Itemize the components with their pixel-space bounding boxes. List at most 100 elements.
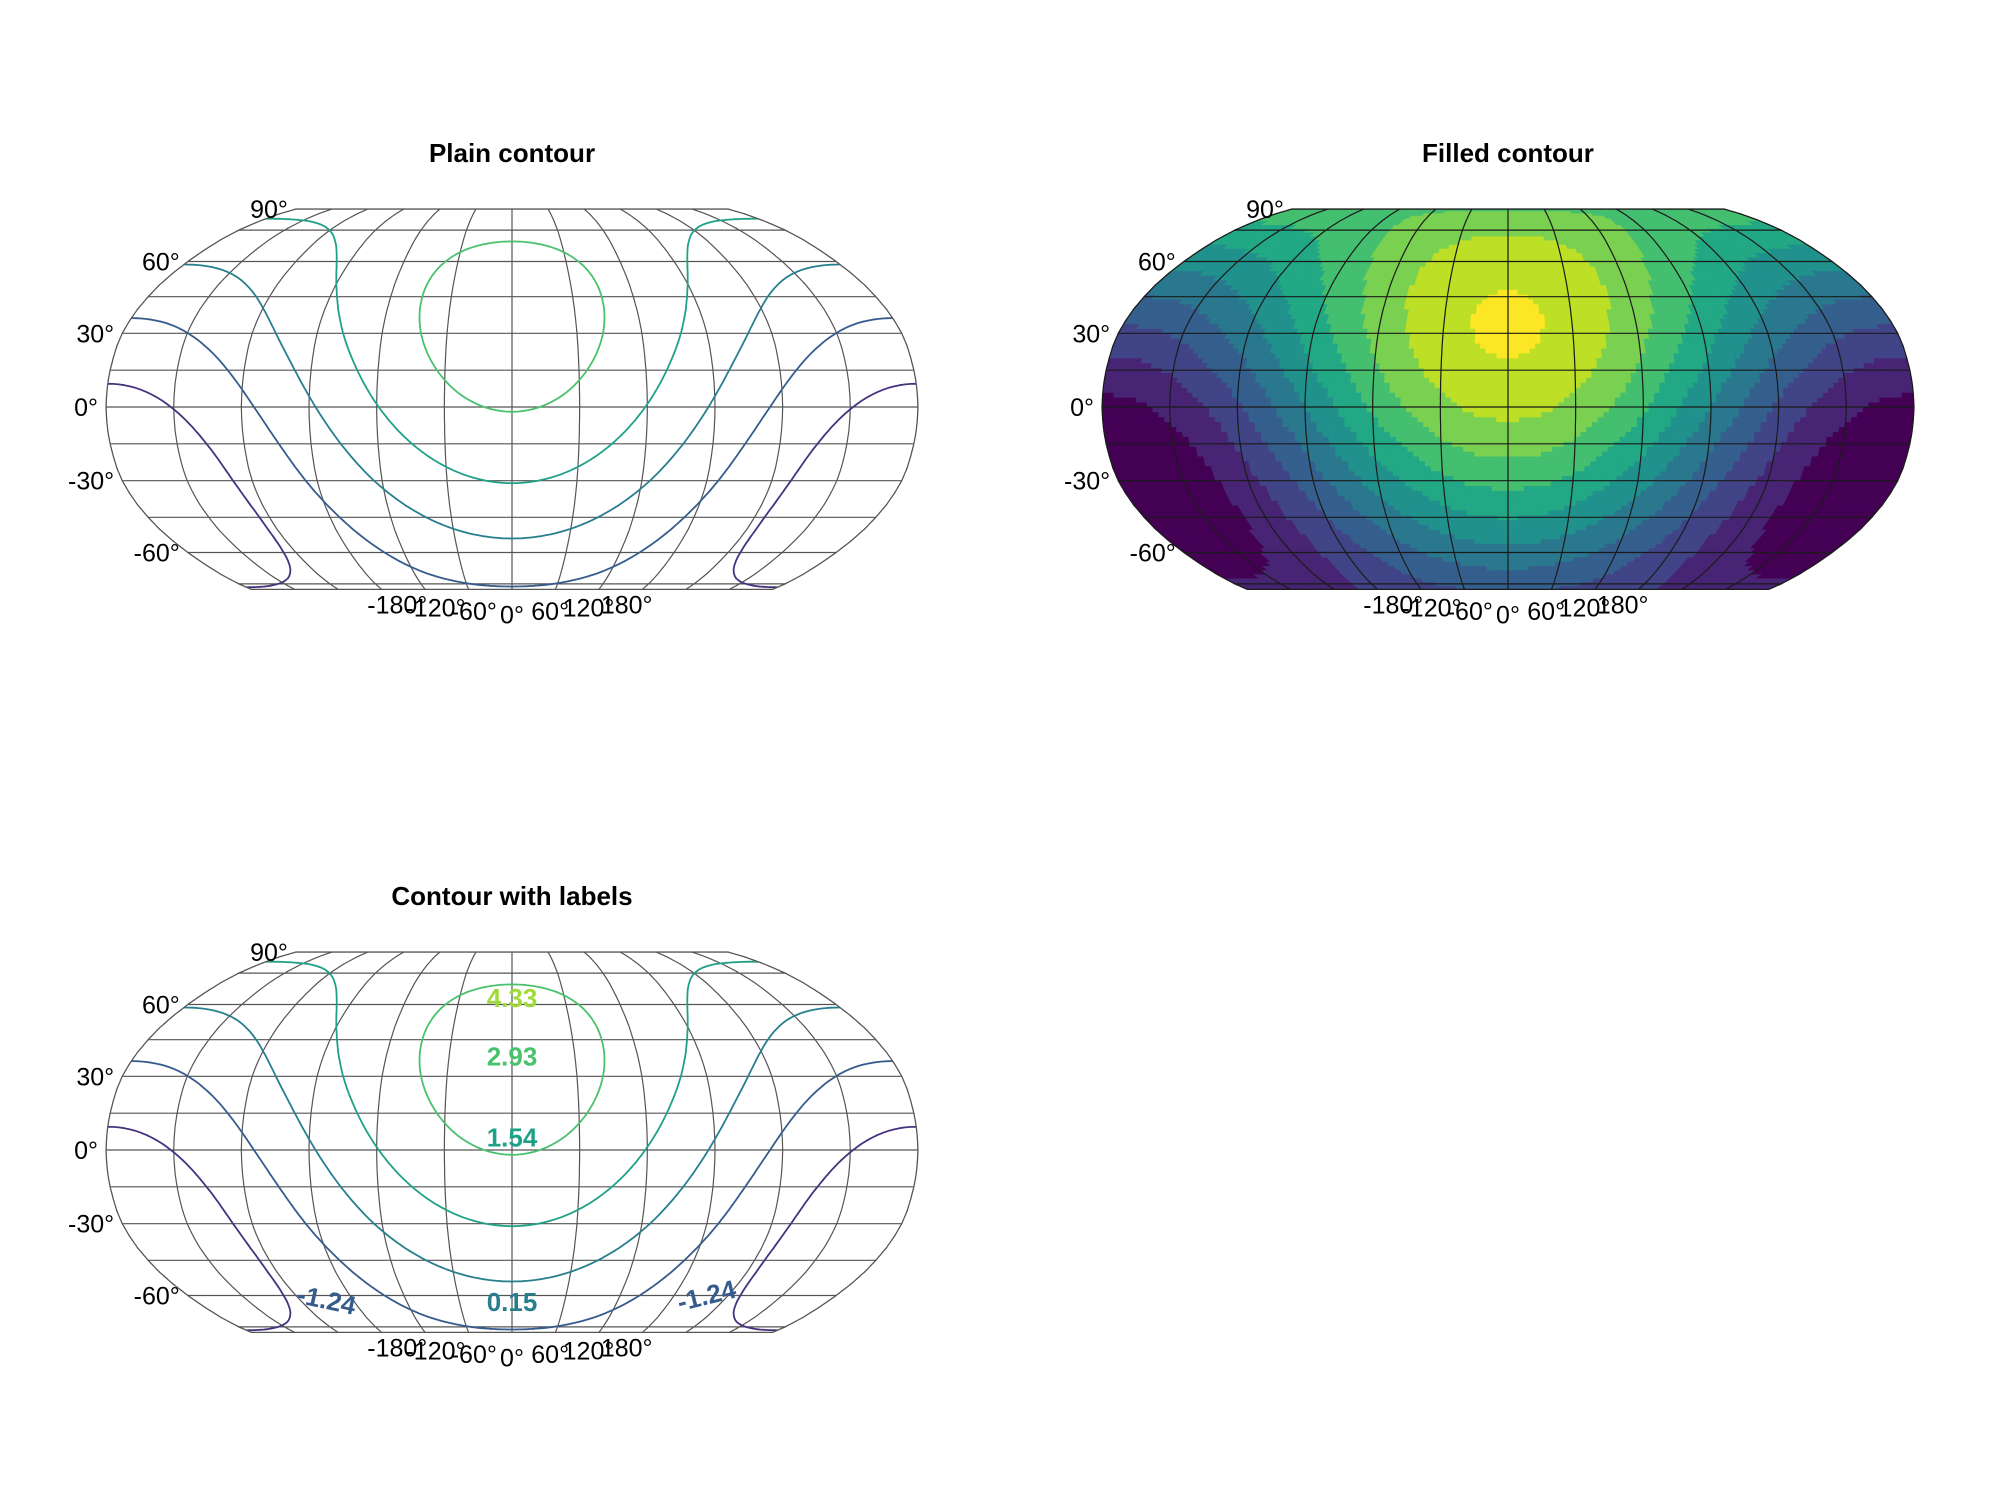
contour-fill-cell xyxy=(1562,455,1570,462)
contour-fill-cell xyxy=(1720,431,1728,437)
contour-fill-cell xyxy=(1283,431,1291,437)
contour-line xyxy=(265,217,759,485)
contour-fill-cell xyxy=(1520,560,1526,566)
contour-fill-cell xyxy=(1254,426,1262,432)
contour-fill-cell xyxy=(1413,450,1420,457)
contour-fill-cell xyxy=(1502,480,1509,486)
contour-fill-cell xyxy=(1265,426,1273,432)
contour-fill-cell xyxy=(1675,436,1683,442)
contour-fill-cell xyxy=(1512,547,1518,553)
contour-fill-cell xyxy=(1668,450,1676,457)
contour-fill-cell xyxy=(1379,450,1387,457)
contour-fill-cell xyxy=(1507,569,1513,575)
contour-fill-cell xyxy=(1502,490,1509,496)
contour-fill-cell xyxy=(1511,573,1517,579)
contour-fill-cell xyxy=(1562,465,1569,472)
contour-fill-cell xyxy=(1485,445,1492,452)
contour-fill-cell xyxy=(1524,460,1531,467)
contour-fill-cell xyxy=(1561,480,1568,486)
contour-fill-cell xyxy=(1336,460,1344,467)
contour-fill-cell xyxy=(1498,542,1504,549)
contour-fill-cell xyxy=(1650,460,1658,467)
contour-fill-cell xyxy=(1623,450,1631,457)
contour-fill-cell xyxy=(1491,504,1499,511)
contour-fill-cell xyxy=(1497,524,1504,530)
contour-fill-cell xyxy=(1435,455,1443,462)
contour-fill-cell xyxy=(1616,465,1624,472)
contour-fill-cell xyxy=(1474,460,1481,467)
contour-fill-cell xyxy=(1526,528,1533,535)
contour-fill-cell xyxy=(1474,455,1481,462)
contour-fill-cell xyxy=(1550,475,1558,482)
contour-fill-cell xyxy=(1652,445,1659,452)
contour-fill-cell xyxy=(1522,519,1529,525)
contour-fill-cell xyxy=(1502,547,1509,553)
contour-fill-cell xyxy=(1490,436,1498,442)
contour-fill-cell xyxy=(1501,450,1509,457)
contour-fill-cell xyxy=(1465,495,1472,501)
contour-fill-cell xyxy=(1358,460,1366,467)
contour-fill-cell xyxy=(1529,450,1537,457)
contour-fill-cell xyxy=(1622,465,1630,472)
contour-fill-cell xyxy=(1108,426,1116,432)
contour-fill-cell xyxy=(1507,475,1514,482)
contour-fill-cell xyxy=(1579,445,1587,452)
contour-fill-cell xyxy=(1487,524,1494,530)
contour-fill-cell xyxy=(1512,504,1519,511)
contour-fill-cell xyxy=(1502,436,1509,442)
contour-fill-cell xyxy=(1312,445,1320,452)
contour-fill-cell xyxy=(1491,480,1498,486)
contour-fill-cell xyxy=(1199,436,1207,442)
contour-fill-cell xyxy=(1538,504,1545,511)
contour-fill-cell xyxy=(1330,455,1338,462)
contour-fill-cell xyxy=(1442,475,1449,482)
contour-fill-cell xyxy=(1344,431,1352,437)
contour-fill-cell xyxy=(1476,509,1484,516)
contour-fill-cell xyxy=(1534,490,1541,496)
contour-fill-cell xyxy=(1333,436,1341,442)
contour-fill-cell xyxy=(1499,577,1505,583)
contour-fill-cell xyxy=(1507,524,1514,530)
contour-fill-cell xyxy=(1809,436,1817,442)
contour-fill-cell xyxy=(1401,445,1409,452)
contour-fill-cell xyxy=(1516,538,1523,544)
contour-fill-cell xyxy=(1719,436,1727,442)
contour-fill-cell xyxy=(1479,431,1487,437)
contour-line xyxy=(418,240,606,413)
contour-fill-cell xyxy=(1647,431,1655,437)
contour-fill-cell xyxy=(1679,450,1687,457)
contour-fill-cell xyxy=(1462,431,1470,437)
contour-fill-cell xyxy=(1516,552,1522,558)
contour-fill-cell xyxy=(1476,504,1483,511)
contour-fill-cell xyxy=(1528,499,1535,506)
contour-fill-cell xyxy=(1535,431,1543,437)
contour-fill-cell xyxy=(1607,450,1615,457)
contour-fill-cell xyxy=(1198,426,1206,432)
contour-fill-cell xyxy=(1492,524,1499,530)
contour-fill-cell xyxy=(1628,455,1636,462)
contour-fill-cell xyxy=(1272,436,1280,442)
contour-fill-cell xyxy=(1523,480,1531,486)
contour-fill-cell xyxy=(1335,450,1343,457)
contour-fill-cell xyxy=(1380,460,1388,467)
contour-fill-cell xyxy=(1397,460,1405,467)
contour-fill-cell xyxy=(1462,436,1470,442)
contour-fill-cell xyxy=(1469,465,1476,472)
contour-fill-cell xyxy=(1483,533,1490,540)
contour-fill-cell xyxy=(1584,465,1591,472)
contour-fill-cell xyxy=(1512,509,1519,516)
contour-fill-cell xyxy=(1470,490,1477,496)
contour-fill-cell xyxy=(1529,475,1536,482)
contour-fill-cell xyxy=(1485,460,1492,467)
contour-fill-cell xyxy=(1490,450,1498,457)
contour-fill-cell xyxy=(1573,460,1581,467)
contour-fill-cell xyxy=(1216,436,1224,442)
contour-fill-cell xyxy=(1521,533,1528,540)
contour-fill-cell xyxy=(1452,460,1459,467)
lat-tick-label: -30° xyxy=(68,468,114,496)
contour-fill-cell xyxy=(1323,445,1331,452)
contour-fill-cell xyxy=(1338,426,1346,432)
contour-fill-cell xyxy=(1736,436,1744,442)
contour-fill-cell xyxy=(1560,490,1568,496)
contour-fill-cell xyxy=(1271,426,1279,432)
